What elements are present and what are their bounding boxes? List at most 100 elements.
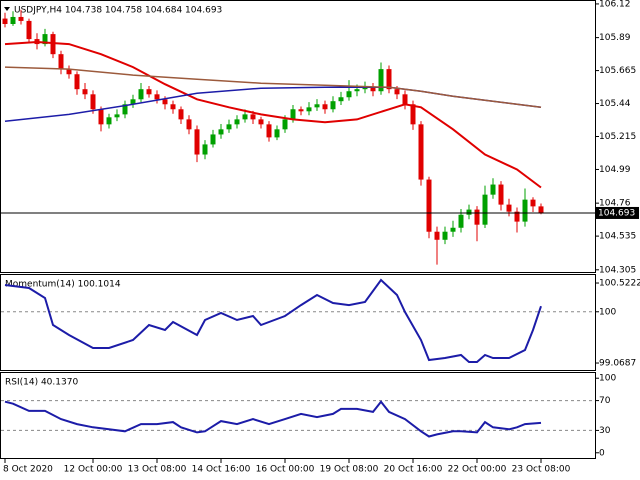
candle-body xyxy=(474,209,480,225)
candle-body xyxy=(114,114,120,118)
candle-body xyxy=(346,91,352,98)
candle-body xyxy=(234,119,240,125)
candle-body xyxy=(50,34,56,55)
candle-body xyxy=(162,99,168,105)
candle-body xyxy=(170,104,176,110)
candle-body xyxy=(2,18,8,24)
candle-body xyxy=(298,109,304,112)
candle-body xyxy=(42,34,48,45)
candle-body xyxy=(306,107,312,112)
candle-body xyxy=(18,16,24,21)
candle-body xyxy=(482,194,488,225)
candle-body xyxy=(426,179,432,232)
y-tick-label: 30 xyxy=(599,426,611,436)
candle-body xyxy=(98,109,104,125)
candle-body xyxy=(530,199,536,207)
chart-title: USDJPY,H4 104.738 104.758 104.684 104.69… xyxy=(14,6,222,16)
candle-body xyxy=(314,104,320,108)
candle-body xyxy=(194,129,200,155)
candle-body xyxy=(218,129,224,135)
candle-body xyxy=(330,101,336,110)
panel-title: Momentum(14) 100.1014 xyxy=(5,280,121,290)
x-tick-label: 20 Oct 16:00 xyxy=(384,465,443,475)
y-tick-label: 105.89 xyxy=(599,33,631,43)
candle-body xyxy=(202,144,208,155)
candle-body xyxy=(258,119,264,125)
candle-body xyxy=(514,211,520,222)
y-tick-label: 105.44 xyxy=(599,99,631,109)
x-tick-label: 13 Oct 08:00 xyxy=(128,465,187,475)
y-tick-label: 104.99 xyxy=(599,165,631,175)
momentum-frame xyxy=(0,274,596,371)
x-tick-label: 22 Oct 00:00 xyxy=(448,465,507,475)
x-tick-label: 23 Oct 08:00 xyxy=(512,465,571,475)
candle-body xyxy=(490,184,496,195)
candle-body xyxy=(10,16,16,24)
y-tick-label: 100.5222 xyxy=(599,279,640,289)
candle-body xyxy=(402,94,408,105)
price-box xyxy=(595,206,639,219)
candle-body xyxy=(378,69,384,92)
y-tick-label: 100 xyxy=(599,307,616,317)
y-tick-label: 100 xyxy=(599,374,616,384)
candle-body xyxy=(506,204,512,212)
x-tick-label: 14 Oct 16:00 xyxy=(192,465,251,475)
candle-body xyxy=(90,94,96,110)
candle-body xyxy=(418,124,424,180)
x-tick-label: 12 Oct 00:00 xyxy=(64,465,123,475)
y-tick-label: 0 xyxy=(599,448,605,458)
candle-body xyxy=(450,227,456,232)
x-tick-label: 19 Oct 08:00 xyxy=(320,465,379,475)
candle-body xyxy=(122,104,128,115)
candle-body xyxy=(362,87,368,90)
candle-body xyxy=(154,94,160,100)
line xyxy=(4,400,542,438)
candle-body xyxy=(498,184,504,205)
menu-icon xyxy=(4,7,10,11)
candle-body xyxy=(370,87,376,92)
candle-body xyxy=(274,129,280,138)
candle-body xyxy=(74,74,80,90)
candle-body xyxy=(410,104,416,125)
line xyxy=(4,66,542,109)
candle-body xyxy=(282,119,288,130)
candle-body xyxy=(386,69,392,90)
x-tick-label: 8 Oct 2020 xyxy=(3,465,53,475)
y-tick-label: 105.215 xyxy=(599,132,636,142)
candle-body xyxy=(290,109,296,120)
candle-body xyxy=(186,119,192,130)
candle-body xyxy=(266,124,272,138)
candle-body xyxy=(66,69,72,75)
candle-body xyxy=(354,89,360,92)
candle-body xyxy=(322,104,328,110)
candle-body xyxy=(226,124,232,130)
price-label: 104.693 xyxy=(598,208,635,218)
y-tick-label: 104.76 xyxy=(599,199,631,209)
candle-body xyxy=(242,114,248,120)
candle-body xyxy=(106,117,112,125)
candle-body xyxy=(538,206,544,213)
y-tick-label: 106.12 xyxy=(599,0,631,9)
candle-body xyxy=(442,231,448,240)
rsi-frame xyxy=(0,372,596,459)
candle-body xyxy=(26,20,32,40)
candle-body xyxy=(466,209,472,215)
candle-body xyxy=(58,54,64,70)
candle-body xyxy=(250,114,256,120)
candle-body xyxy=(82,89,88,95)
candle-body xyxy=(458,214,464,228)
y-tick-label: 104.305 xyxy=(599,265,636,275)
candle-body xyxy=(178,109,184,120)
candle-body xyxy=(394,89,400,95)
candle-body xyxy=(138,89,144,100)
line xyxy=(4,40,542,189)
y-tick-label: 105.665 xyxy=(599,66,636,76)
x-tick-label: 16 Oct 00:00 xyxy=(256,465,315,475)
panel-title: RSI(14) 40.1370 xyxy=(5,378,78,388)
candle-body xyxy=(130,99,136,105)
candle-body xyxy=(146,89,152,95)
line xyxy=(4,278,542,363)
